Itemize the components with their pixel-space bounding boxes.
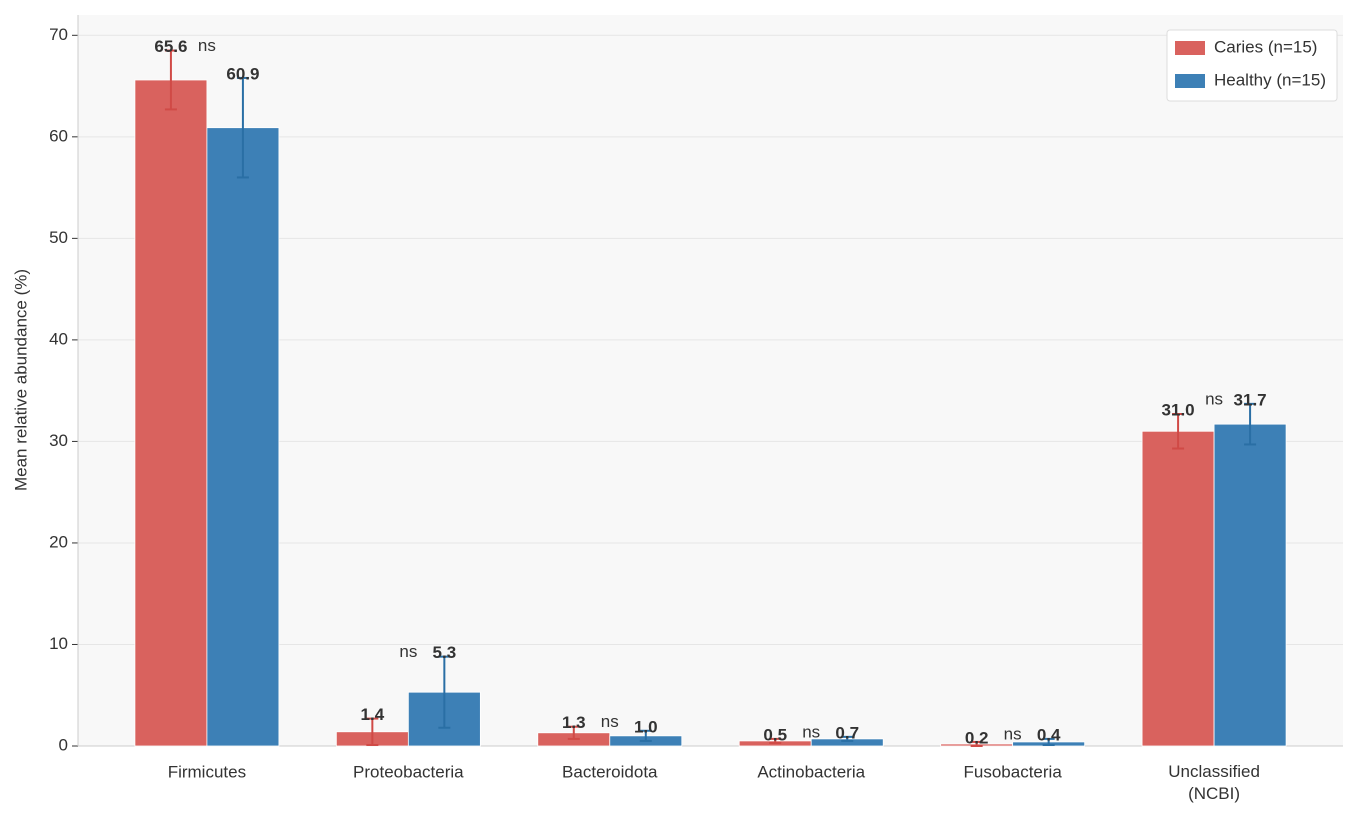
significance-label: ns <box>1205 389 1223 408</box>
y-tick-label: 40 <box>49 329 68 348</box>
y-tick-label: 60 <box>49 126 68 145</box>
x-tick-label: Actinobacteria <box>757 762 865 781</box>
bar <box>1141 430 1215 747</box>
significance-label: ns <box>802 722 820 741</box>
significance-label: ns <box>1004 724 1022 743</box>
value-label: 1.3 <box>562 713 586 732</box>
value-label: 1.4 <box>361 705 385 724</box>
x-tick-label: Firmicutes <box>168 762 246 781</box>
bar <box>134 79 208 747</box>
legend-box <box>1166 29 1338 102</box>
x-tick-label: Proteobacteria <box>353 762 464 781</box>
significance-label: ns <box>601 712 619 731</box>
value-label: 0.2 <box>965 728 989 747</box>
bar <box>206 127 280 747</box>
y-tick-label: 10 <box>49 634 68 653</box>
x-tick-label: Unclassified (NCBI) <box>1168 762 1260 803</box>
value-label: 5.3 <box>433 643 457 662</box>
y-tick-label: 20 <box>49 532 68 551</box>
y-tick-label: 0 <box>59 735 68 754</box>
value-label: 1.0 <box>634 717 658 736</box>
x-tick-label: Fusobacteria <box>964 762 1063 781</box>
x-tick-label: Bacteroidota <box>562 762 658 781</box>
value-label: 0.7 <box>835 723 859 742</box>
value-label: 0.5 <box>763 725 787 744</box>
legend-label: Healthy (n=15) <box>1214 70 1326 89</box>
significance-label: ns <box>399 642 417 661</box>
legend-label: Caries (n=15) <box>1214 37 1317 56</box>
y-tick-label: 70 <box>49 25 68 44</box>
value-label: 0.4 <box>1037 725 1061 744</box>
legend-swatch <box>1175 74 1205 88</box>
value-label: 65.6 <box>154 37 187 56</box>
y-tick-label: 30 <box>49 431 68 450</box>
bar <box>1213 423 1287 747</box>
legend-swatch <box>1175 41 1205 55</box>
value-label: 31.0 <box>1162 400 1195 419</box>
significance-label: ns <box>198 36 216 55</box>
y-tick-label: 50 <box>49 228 68 247</box>
value-label: 60.9 <box>226 64 259 83</box>
value-label: 31.7 <box>1234 390 1267 409</box>
y-axis-label: Mean relative abundance (%) <box>11 269 30 491</box>
